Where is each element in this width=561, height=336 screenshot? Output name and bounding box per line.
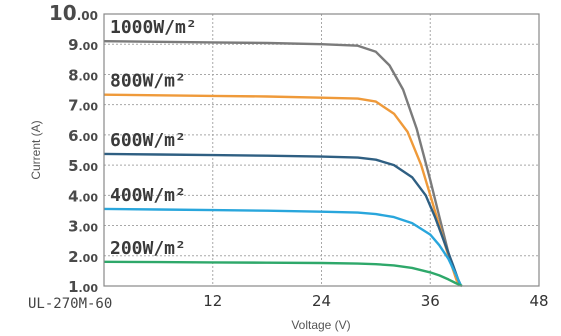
y-tick-label: 10.00 (49, 1, 98, 25)
y-tick-label: 9.00 (68, 36, 98, 54)
y-tick-label: 4.00 (68, 187, 98, 205)
y-tick-labels: 1.00 2.00 3.00 4.00 5.00 6.00 7.00 8.00 9.00 10.0… (49, 1, 98, 296)
x-tick-label: 12 (203, 292, 222, 310)
x-tick-label: 36 (421, 292, 440, 310)
y-tick-label: 2.00 (68, 248, 98, 266)
y-tick-label: 3.00 (68, 218, 98, 236)
series-label: 600W/m² (110, 130, 186, 151)
series-label: 200W/m² (110, 238, 186, 259)
series-curve (103, 260, 463, 288)
curves (103, 40, 463, 288)
y-tick-label: 8.00 (68, 66, 98, 84)
series-curve (103, 40, 462, 287)
y-tick-label: 5.00 (68, 157, 98, 175)
plot-frame (103, 13, 540, 287)
x-axis-title: Voltage (V) (291, 318, 350, 332)
x-tick-labels: 12 24 36 48 (203, 292, 548, 310)
y-tick-label: 6.00 (68, 127, 98, 145)
series-label: 800W/m² (110, 71, 186, 92)
model-annotation: UL-270M-60 (28, 296, 112, 312)
y-axis-title: Current (A) (29, 120, 43, 179)
y-tick-label: 1.00 (68, 278, 98, 296)
series-curve (103, 152, 463, 287)
series-label: 400W/m² (110, 185, 186, 206)
series-curve (103, 207, 463, 287)
curve-labels: 1000W/m² 800W/m² 600W/m² 400W/m² 200W/m² (110, 17, 197, 259)
x-tick-label: 48 (529, 292, 548, 310)
y-tick-label: 7.00 (68, 97, 98, 115)
x-tick-label: 24 (312, 292, 331, 310)
series-label: 1000W/m² (110, 17, 197, 38)
